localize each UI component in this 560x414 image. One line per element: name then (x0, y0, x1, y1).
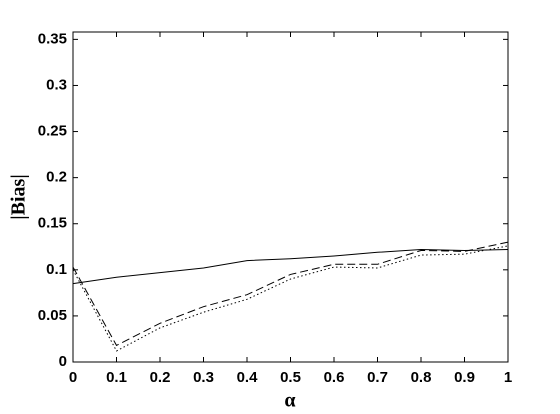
x-tick-label: 0.8 (411, 369, 432, 386)
y-tick-label: 0.35 (38, 30, 67, 47)
x-tick-label: 0.1 (106, 369, 127, 386)
y-tick-label: 0 (59, 353, 67, 370)
y-tick-label: 0.25 (38, 123, 67, 140)
x-tick-label: 0.2 (150, 369, 171, 386)
y-axis-label: |Bias| (8, 174, 30, 220)
y-tick-label: 0.05 (38, 307, 67, 324)
x-tick-label: 0.7 (367, 369, 388, 386)
data-line (72, 245, 509, 352)
y-tick-label: 0.2 (46, 169, 67, 186)
x-tick-label: 0.4 (237, 369, 259, 386)
y-tick-label: 0.15 (38, 215, 67, 232)
x-axis-label: α (284, 390, 295, 412)
x-tick-label: 0.9 (454, 369, 475, 386)
data-line (72, 241, 509, 347)
x-tick-label: 0.5 (280, 369, 301, 386)
data-line (72, 249, 509, 285)
x-tick-label: 1 (504, 369, 512, 386)
x-tick-label: 0.3 (193, 369, 214, 386)
x-tick-label: 0 (69, 369, 77, 386)
x-tick-label: 0.6 (324, 369, 345, 386)
y-tick-label: 0.3 (46, 76, 67, 93)
y-tick-label: 0.1 (46, 261, 67, 278)
plot-frame (72, 31, 509, 363)
